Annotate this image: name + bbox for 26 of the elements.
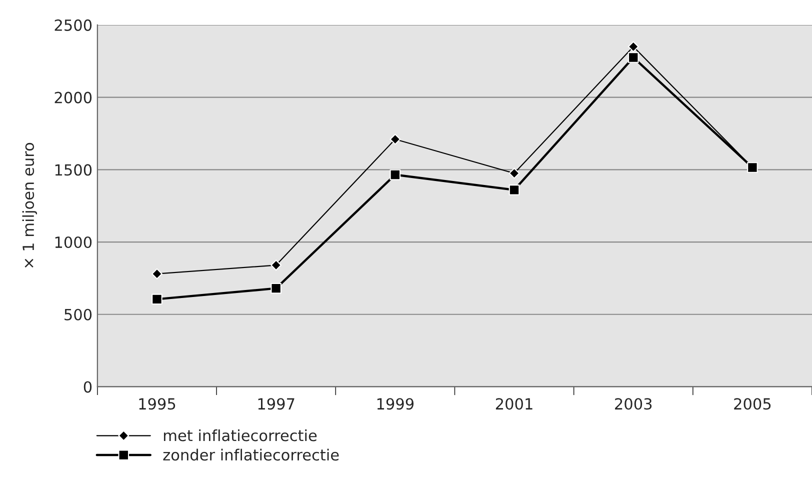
point bbox=[747, 162, 758, 173]
y-axis-title: × 1 miljoen euro bbox=[22, 142, 38, 268]
point bbox=[270, 282, 282, 294]
point bbox=[390, 134, 401, 145]
point bbox=[508, 168, 520, 179]
point bbox=[508, 184, 520, 196]
x-tick-label: 2001 bbox=[496, 398, 532, 410]
x-tick-label: 1997 bbox=[258, 398, 294, 410]
y-tick-label: 2500 bbox=[54, 19, 92, 31]
x-tick-label: 2003 bbox=[615, 398, 652, 410]
point bbox=[390, 169, 401, 180]
x-tick-label: 1995 bbox=[139, 398, 176, 410]
y-tick-label: 1500 bbox=[55, 164, 92, 176]
point bbox=[628, 52, 639, 63]
x-tick-label: 2005 bbox=[734, 398, 771, 410]
y-tick-label: 1000 bbox=[55, 236, 92, 248]
point bbox=[152, 268, 162, 280]
legend-label: met inflatiecorrectie bbox=[164, 429, 317, 442]
y-tick-label: 500 bbox=[64, 308, 92, 320]
point bbox=[270, 260, 282, 271]
y-tick-label: 2000 bbox=[54, 92, 92, 104]
point bbox=[152, 294, 162, 305]
x-tick-label: 1999 bbox=[377, 398, 414, 410]
point bbox=[628, 41, 639, 52]
y-tick-label: 0 bbox=[84, 381, 92, 393]
legend-label: zonder inflatiecorrectie bbox=[163, 448, 339, 461]
